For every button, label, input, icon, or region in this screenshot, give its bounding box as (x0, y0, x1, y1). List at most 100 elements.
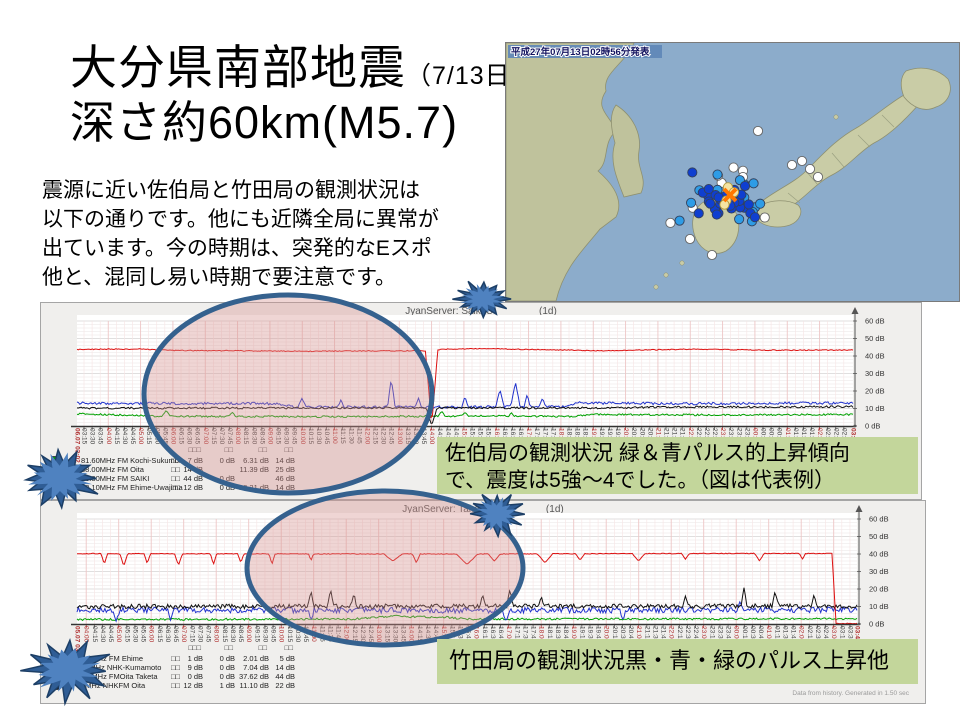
x-tick-label: 00:15 (759, 428, 767, 444)
x-tick-label: 09:45 (290, 428, 298, 445)
x-tick-label: 01:00 (765, 626, 773, 643)
title-line2: 深さ約60km(M5.7) (70, 97, 459, 149)
x-tick-label: 14:15 (415, 626, 423, 643)
x-tick-label: 03:15 (838, 626, 846, 643)
x-tick-label: 01:30 (799, 428, 807, 444)
x-tick-label: 11:45 (334, 626, 342, 642)
x-tick-label: 13:15 (403, 428, 411, 445)
legend-value: 9 dB (187, 663, 203, 672)
x-tick-label: 05:45 (161, 428, 169, 445)
x-tick-label: 08:00 (212, 626, 220, 643)
x-tick-label: 18:45 (581, 428, 589, 444)
x-tick-label: 09:30 (282, 428, 290, 445)
legend-value: 44 dB (275, 672, 295, 681)
legend-value: 46 dB (275, 474, 295, 483)
x-tick-label: 22:00 (667, 626, 675, 643)
x-tick-label: 06:45 (172, 626, 180, 643)
x-tick-label: 11:30 (347, 428, 355, 444)
legend-value: 14 dB (275, 456, 295, 465)
generated-note: Data from history. Generated in 1.50 sec (792, 690, 909, 697)
legend-cell: 1.8MHz FMOita Taketa (81, 672, 158, 681)
x-tick-label: 07:00 (180, 626, 188, 643)
x-tick-label: 19:30 (586, 626, 594, 643)
chart-plot: 60 dB 50 dB 40 dB 30 dB 20 dB 10 dB 0 dB (71, 505, 889, 629)
x-tick-label: 00:00 (751, 428, 758, 444)
legend-value: 0 dB (219, 663, 235, 672)
x-tick-label: 23:45 (743, 428, 750, 444)
x-tick-label: 19:15 (597, 428, 605, 444)
x-tick-label: 14:30 (444, 428, 451, 444)
x-tick-label: 01:45 (808, 428, 815, 444)
callout-line: 佐伯局の観測状況 緑＆青パルス的上昇傾向 (445, 442, 850, 465)
legend-cell: □□ (171, 681, 181, 690)
x-tick-label: 11:15 (339, 428, 347, 444)
x-tick-label: 10:45 (302, 626, 310, 643)
x-tick-label: 18:00 (537, 626, 545, 643)
x-tick-label: 01:15 (791, 428, 799, 444)
y-axis-label: 40 dB (865, 352, 885, 361)
x-tick-label: 13:00 (395, 428, 403, 445)
x-tick-label: 19:00 (570, 626, 578, 643)
x-tick-label: 16:00 (492, 428, 500, 444)
x-tick-label: 11:00 (310, 626, 318, 642)
x-tick-label: 10:15 (285, 626, 293, 643)
x-tick-label: 19:45 (614, 428, 621, 444)
chart-title-left: JyanServer: Saiki C (405, 306, 493, 317)
legend-swatch (51, 681, 60, 690)
x-tick-label: 18:15 (565, 428, 573, 444)
x-tick-label: 14:30 (423, 626, 431, 643)
legend-cell: □□ (171, 672, 181, 681)
legend-swatch (51, 663, 60, 672)
x-tick-label: 18:30 (553, 626, 561, 643)
x-tick-label: 06:45 (193, 428, 201, 445)
x-tick-label: 19:30 (605, 428, 613, 444)
x-tick-label: 00:30 (767, 428, 775, 444)
map-svg: 平成27年07月13日02時56分発表 (506, 43, 959, 301)
x-tick-label: 22:45 (692, 626, 700, 643)
body-line: 以下の通りです。他にも近隣全局に異常が (42, 208, 439, 231)
x-tick-label: 15:15 (468, 428, 476, 444)
x-tick-label: 01:15 (773, 626, 781, 643)
x-tick-label: 16:15 (500, 428, 508, 444)
x-tick-label: 05:00 (115, 626, 123, 643)
x-tick-label: 05:15 (145, 428, 153, 445)
x-tick-label: 06:15 (177, 428, 185, 445)
x-tick-label: 22:15 (694, 428, 702, 444)
x-tick-label: 10:30 (293, 626, 301, 643)
x-tick-label: 06.07 03:02 (73, 428, 81, 463)
x-tick-label: 14:00 (428, 428, 436, 445)
x-tick-label: 21:45 (678, 428, 686, 444)
legend-value: 11.10 dB (239, 681, 269, 690)
y-axis-label: 30 dB (865, 369, 885, 378)
x-tick-label: 06:00 (147, 626, 155, 643)
x-tick-label: 20:15 (610, 626, 618, 643)
x-tick-label: 13:45 (420, 428, 427, 445)
y-axis-label: 20 dB (865, 387, 885, 396)
legend-value: 0 dB (219, 474, 235, 483)
x-tick-label: 10:00 (277, 626, 285, 643)
x-tick-label: 03:30 (846, 626, 854, 643)
legend-header: □□ (258, 645, 267, 652)
legend-value: 0 dB (187, 672, 203, 681)
x-tick-label: 06:00 (169, 428, 177, 445)
x-tick-label: 13:00 (375, 626, 383, 643)
callout-line: 竹田局の観測状況黒・青・緑のパルス上昇他 (449, 648, 890, 673)
legend-swatch (51, 672, 60, 681)
x-tick-label: 08:45 (237, 626, 245, 643)
legend-header: □□ (284, 447, 293, 454)
x-tick-label: 14:15 (436, 428, 443, 444)
x-tick-label: 07:15 (209, 428, 217, 445)
x-tick-label: 21:30 (670, 428, 678, 444)
x-tick-label: 15:30 (476, 428, 484, 444)
x-tick-label: 04:30 (120, 428, 128, 445)
legend-value: 22 dB (275, 681, 295, 690)
x-tick-label: 21:15 (662, 428, 670, 444)
x-tick-label: 12:00 (363, 428, 371, 445)
x-tick-label: 04:30 (98, 626, 106, 643)
x-tick-label: 01:30 (781, 626, 789, 643)
chart-title-right: (1d) (545, 504, 564, 515)
x-tick-label: 10:15 (306, 428, 314, 445)
legend-value: 1 dB (219, 681, 235, 690)
legend-cell: 9.7MHz FM Ehime (81, 654, 144, 663)
x-tick-label: 20:15 (630, 428, 637, 444)
